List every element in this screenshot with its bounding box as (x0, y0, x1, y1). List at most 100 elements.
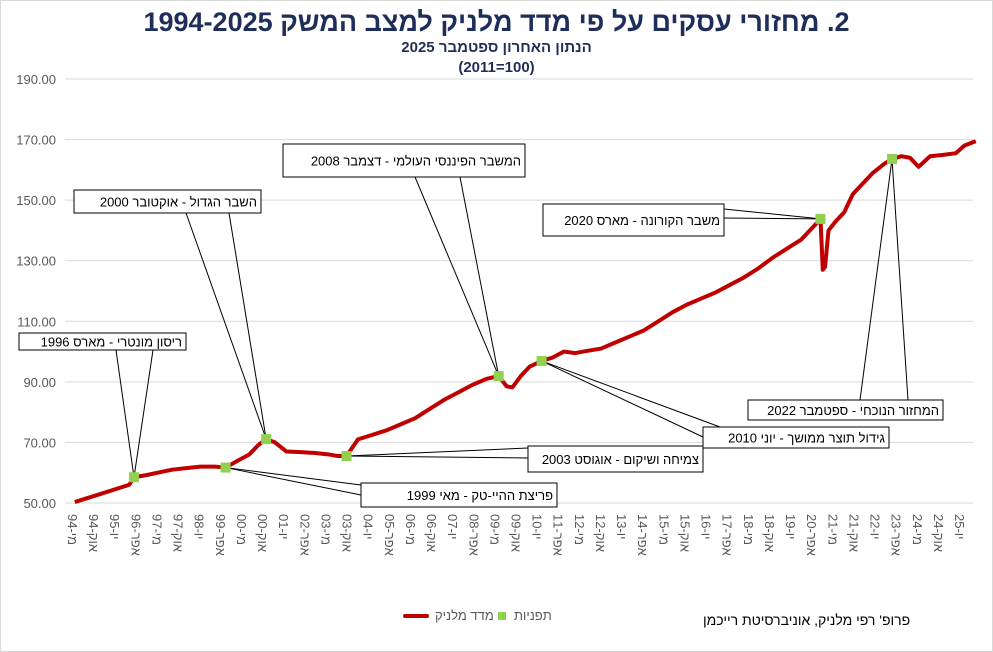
annotation-leader-line (414, 176, 500, 377)
x-tick-label: יו-01 (276, 514, 291, 540)
legend-line-entry: מדד מלניק (403, 608, 494, 623)
annotation-label: השבר הגדול - אוקטובר 2000 (100, 195, 257, 210)
x-tick-label: אפר-11 (551, 514, 566, 556)
x-tick-label: יו-19 (783, 514, 798, 540)
annotation-leader-line (228, 212, 267, 440)
annotation-box (527, 445, 704, 473)
legend-line-label: מדד מלניק (435, 608, 494, 623)
annotation-label: גידול תוצר ממושך - יוני 2010 (728, 431, 885, 446)
annotation-box (542, 203, 725, 237)
annotation-leader-line (225, 467, 362, 496)
x-tick-label: אוק-24 (931, 514, 946, 552)
x-tick-label: יו-22 (868, 514, 883, 540)
x-tick-label: אוק-06 (424, 514, 439, 552)
y-tick-label: 50.00 (23, 496, 56, 511)
x-tick-label: אפר-20 (804, 514, 819, 556)
x-tick-label: יו-95 (107, 514, 122, 540)
annotation-box (73, 189, 262, 214)
x-tick-label: מי-18 (741, 514, 756, 545)
turning-point-marker (536, 355, 547, 366)
turning-point-marker (815, 213, 826, 224)
x-tick-label: יו-10 (530, 514, 545, 540)
x-tick-label: אוק-94 (86, 514, 101, 552)
annotation-box (282, 143, 526, 178)
chart-base-note: (100=2011) (458, 59, 535, 76)
x-tick-label: אפר-23 (889, 514, 904, 556)
x-tick-label: מי-03 (318, 514, 333, 545)
x-tick-label: יו-13 (614, 514, 629, 540)
annotation-box (702, 426, 890, 449)
x-tick-label: אוק-09 (509, 514, 524, 552)
x-tick-label: מי-94 (65, 514, 80, 545)
annotation-label: המחזור הנוכחי - ספטמבר 2022 (767, 403, 939, 418)
x-tick-label: אפר-17 (720, 514, 735, 556)
x-tick-label: יו-04 (361, 514, 376, 540)
annotation-label: משבר הקורונה - מארס 2020 (564, 213, 720, 228)
turning-point-marker (341, 451, 352, 462)
x-tick-label: מי-21 (825, 514, 840, 545)
y-tick-label: 70.00 (23, 435, 56, 450)
annotation-box (18, 332, 187, 351)
x-tick-label: אוק-03 (340, 514, 355, 552)
annotation-leader-line (185, 212, 267, 440)
legend-marker-entry: תפניות (498, 608, 552, 623)
turning-point-marker (887, 153, 897, 164)
annotation-leader-line (225, 467, 362, 486)
annotation-leader-line (541, 360, 721, 428)
legend-marker-swatch (498, 611, 506, 620)
turning-point-marker (261, 434, 272, 445)
turning-point-marker (493, 371, 504, 382)
x-tick-label: אפר-02 (297, 514, 312, 556)
y-tick-label: 130.00 (16, 254, 56, 269)
annotation-leader-line (346, 447, 529, 457)
x-tick-label: אוק-18 (762, 514, 777, 552)
x-tick-label: אפר-96 (128, 514, 143, 556)
legend-line-swatch (403, 613, 429, 618)
chart-subtitle: הנתון האחרון ספטמבר 2025 (401, 39, 592, 56)
x-tick-label: מי-00 (234, 514, 249, 545)
annotation-label: המשבר הפיננסי העולמי - דצמבר 2008 (311, 154, 521, 169)
x-tick-label: אוק-15 (677, 514, 692, 552)
y-tick-label: 170.00 (16, 133, 56, 148)
x-tick-label: אוק-97 (171, 514, 186, 552)
x-tick-label: מי-06 (403, 514, 418, 545)
x-tick-label: מי-09 (487, 514, 502, 545)
annotation-label: ריסון מונטרי - מארס 1996 (41, 335, 182, 350)
legend-marker-label: תפניות (514, 608, 552, 623)
annotation-leader-line (133, 349, 154, 478)
annotation-leader-line (723, 217, 821, 220)
x-tick-label: אוק-21 (846, 514, 861, 552)
y-tick-label: 110.00 (17, 314, 56, 329)
x-tick-label: אפר-14 (635, 514, 650, 556)
x-tick-label: מי-24 (910, 514, 925, 545)
y-tick-label: 190.00 (16, 72, 56, 87)
y-tick-label: 90.00 (23, 375, 56, 390)
x-tick-label: אפר-05 (382, 514, 397, 556)
annotation-box (747, 399, 944, 421)
annotation-leader-line (723, 208, 821, 220)
turning-point-marker (129, 472, 139, 483)
x-tick-label: אפר-99 (213, 514, 228, 556)
annotation-box (360, 482, 558, 508)
y-tick-label: 150.00 (16, 193, 56, 208)
x-tick-label: מי-97 (149, 514, 164, 545)
annotation-leader-line (115, 349, 135, 478)
annotation-leader-line (859, 158, 893, 401)
annotation-leader-line (891, 158, 909, 401)
x-tick-label: מי-15 (656, 514, 671, 545)
x-tick-label: אפר-08 (466, 514, 481, 556)
annotation-leader-line (459, 176, 500, 377)
x-tick-label: יו-25 (952, 514, 967, 540)
x-tick-label: אוק-12 (593, 514, 608, 552)
x-tick-label: אוק-00 (255, 514, 270, 552)
annotation-label: פריצת ההיי-טק - מאי 1999 (407, 488, 553, 503)
chart-title: 2. מחזורי עסקים על פי מדד מלניק למצב המש… (143, 7, 850, 37)
x-tick-label: יו-98 (192, 514, 207, 540)
author-credit: פרופ' רפי מלניק, אוניברסיטת רייכמן (703, 612, 911, 628)
annotation-leader-line (346, 455, 529, 459)
x-tick-label: יו-07 (445, 514, 460, 540)
annotation-label: צמיחה ושיקום - אוגוסט 2003 (542, 452, 699, 467)
turning-point-marker (220, 462, 231, 473)
x-tick-label: יו-16 (699, 514, 714, 540)
